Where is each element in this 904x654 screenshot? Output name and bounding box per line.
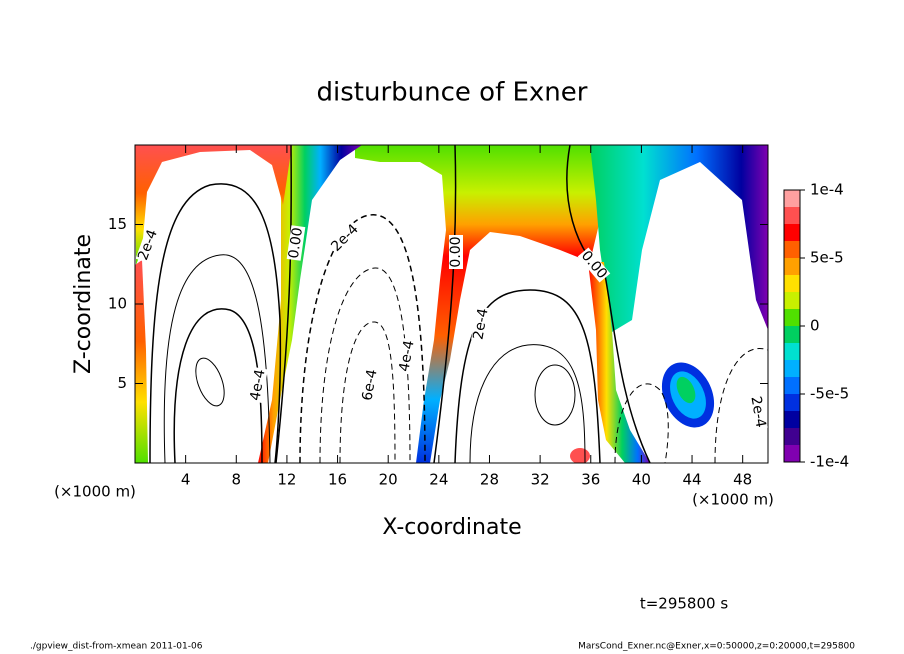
colorbar-tick-label: -5e-5 (810, 385, 849, 403)
colorbar-cell (784, 411, 800, 429)
contour-line (433, 145, 457, 463)
y-tick-label: 15 (108, 215, 127, 233)
contour-line (195, 357, 225, 407)
contour-line (339, 321, 396, 463)
x-axis-label: X-coordinate (382, 515, 521, 540)
contour-label: 6e-4 (359, 368, 380, 402)
y-axis-label: Z-coordinate (71, 234, 96, 374)
colorbar-tick-label: 0 (810, 317, 820, 335)
contour-label-bg (449, 235, 463, 269)
colorbar-cell (784, 428, 800, 446)
field-region (135, 260, 148, 463)
contour-line (714, 348, 768, 463)
colorbar-cell (784, 445, 800, 463)
x-tick-label: 24 (429, 471, 448, 489)
x-tick-label: 12 (277, 471, 296, 489)
y-tick-label: 5 (117, 374, 127, 392)
field-region (570, 448, 590, 463)
footer-left: ./gpview_dist-from-xmean 2011-01-06 (30, 642, 203, 652)
x-tick-label: 20 (379, 471, 398, 489)
colorbar-cell (784, 224, 800, 242)
contour-label: 4e-4 (396, 339, 417, 373)
y-tick-label: 10 (108, 295, 127, 313)
contour-label: 2e-4 (470, 307, 491, 341)
colorbar-cell (784, 343, 800, 361)
contour-lines (149, 145, 768, 463)
x-tick-label: 4 (181, 471, 191, 489)
contour-label: 0.00 (448, 236, 464, 267)
x-tick-label: 44 (682, 471, 701, 489)
time-note: t=295800 s (640, 595, 728, 613)
contour-label-bg (471, 306, 491, 342)
x-tick-label: 40 (632, 471, 651, 489)
field-region (135, 145, 292, 265)
contour-line (534, 364, 576, 426)
colorbar-cell (784, 360, 800, 378)
contour-line (454, 289, 601, 463)
x-tick-label: 48 (733, 471, 752, 489)
colorbar-tick-label: 1e-4 (810, 181, 844, 199)
colorbar-cell (784, 190, 800, 208)
contour-label-bg (328, 221, 362, 255)
contour-line (149, 183, 282, 463)
contour-line (469, 344, 586, 463)
field-region (676, 376, 696, 404)
field-region (590, 145, 768, 332)
x-tick-label: 32 (531, 471, 550, 489)
field-region (588, 262, 650, 463)
colorbar-cell (784, 377, 800, 395)
contour-line (299, 214, 426, 463)
colorbar-cell (784, 207, 800, 225)
colorbar-cell (784, 258, 800, 276)
chart-title: disturbunce of Exner (317, 78, 588, 108)
contour-label: 2e-4 (747, 395, 768, 429)
y-unit-label: (×1000 m) (54, 483, 136, 501)
contour-label-bg (397, 338, 417, 374)
field-region (355, 145, 640, 463)
x-tick-label: 8 (232, 471, 242, 489)
contour-label-bg (748, 394, 768, 430)
colorbar-cell (784, 292, 800, 310)
field-region (258, 145, 362, 463)
colorbar-tick-label: 5e-5 (810, 249, 844, 267)
contour-label: 0.00 (286, 226, 306, 259)
x-unit-label: (×1000 m) (692, 491, 774, 509)
contour-line (319, 267, 411, 463)
colorbar-cell (784, 241, 800, 259)
colorbar-tick-label: -1e-4 (810, 453, 849, 471)
contour-label: 4e-4 (247, 368, 268, 402)
contour-line (163, 254, 271, 463)
colorbar-cell (784, 326, 800, 344)
contour-label-bg (248, 367, 268, 403)
x-tick-label: 36 (581, 471, 600, 489)
field (135, 145, 768, 463)
contour-label-bg (286, 225, 306, 261)
contour-line (614, 383, 669, 463)
colorbar-cell (784, 394, 800, 412)
contour-line (275, 145, 292, 463)
contour-label-bg (360, 367, 380, 403)
colorbar-cell (784, 275, 800, 293)
x-tick-label: 16 (328, 471, 347, 489)
footer-right: MarsCond_Exner.nc@Exner,x=0:50000,z=0:20… (578, 642, 855, 652)
contour-label-bg (577, 247, 611, 283)
x-tick-label: 28 (480, 471, 499, 489)
contour-label-bg (135, 226, 161, 264)
colorbar-cell (784, 309, 800, 327)
